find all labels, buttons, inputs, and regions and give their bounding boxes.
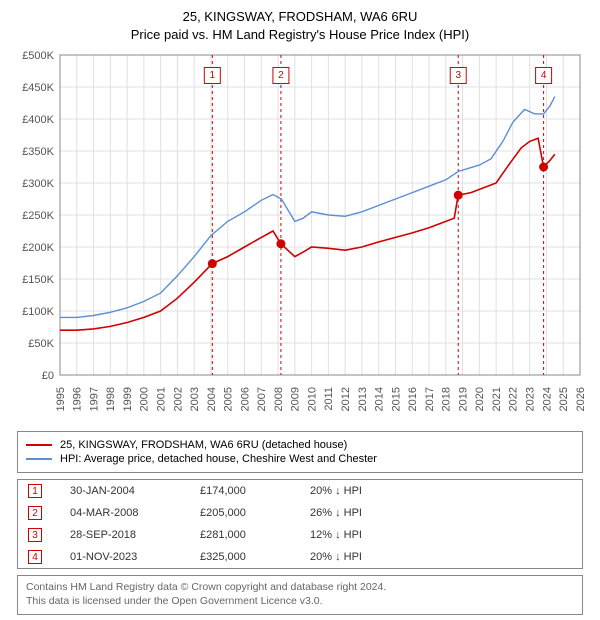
legend-swatch <box>26 458 52 460</box>
sale-point-3 <box>453 191 462 200</box>
sales-date: 01-NOV-2023 <box>70 551 200 563</box>
sales-delta: 20% ↓ HPI <box>310 551 420 563</box>
legend-row: HPI: Average price, detached house, Ches… <box>26 452 574 466</box>
sales-price: £205,000 <box>200 507 310 519</box>
svg-text:£300K: £300K <box>22 178 54 190</box>
sales-date: 28-SEP-2018 <box>70 529 200 541</box>
svg-text:£50K: £50K <box>28 338 54 350</box>
svg-text:2025: 2025 <box>558 387 570 411</box>
svg-text:2015: 2015 <box>390 387 402 411</box>
svg-text:2004: 2004 <box>205 387 217 411</box>
legend-label: 25, KINGSWAY, FRODSHAM, WA6 6RU (detache… <box>60 439 347 451</box>
svg-text:2003: 2003 <box>189 387 201 411</box>
svg-text:2013: 2013 <box>356 387 368 411</box>
svg-text:1998: 1998 <box>105 387 117 411</box>
svg-text:2011: 2011 <box>323 387 335 411</box>
sales-marker: 1 <box>28 484 42 498</box>
legend-swatch <box>26 444 52 446</box>
container: 25, KINGSWAY, FRODSHAM, WA6 6RU Price pa… <box>0 0 600 620</box>
sale-point-2 <box>276 240 285 249</box>
sales-row: 3 28-SEP-2018£281,00012% ↓ HPI <box>18 524 582 546</box>
legend-label: HPI: Average price, detached house, Ches… <box>60 453 377 465</box>
sales-marker: 4 <box>28 550 42 564</box>
sales-row: 4 01-NOV-2023£325,00020% ↓ HPI <box>18 546 582 568</box>
svg-text:2019: 2019 <box>457 387 469 411</box>
svg-text:£500K: £500K <box>22 50 54 62</box>
svg-text:£250K: £250K <box>22 210 54 222</box>
sales-row: 1 30-JAN-2004£174,00020% ↓ HPI <box>18 480 582 502</box>
svg-text:2009: 2009 <box>289 387 301 411</box>
title-line-1: 25, KINGSWAY, FRODSHAM, WA6 6RU <box>10 8 590 26</box>
sale-point-4 <box>539 163 548 172</box>
svg-text:£450K: £450K <box>22 82 54 94</box>
svg-text:2021: 2021 <box>490 387 502 411</box>
svg-text:2020: 2020 <box>474 387 486 411</box>
svg-text:1997: 1997 <box>88 387 100 411</box>
svg-text:£350K: £350K <box>22 146 54 158</box>
sales-row: 2 04-MAR-2008£205,00026% ↓ HPI <box>18 502 582 524</box>
chart-title-block: 25, KINGSWAY, FRODSHAM, WA6 6RU Price pa… <box>10 8 590 44</box>
svg-text:2026: 2026 <box>574 387 586 411</box>
svg-text:1999: 1999 <box>121 387 133 411</box>
sales-delta: 20% ↓ HPI <box>310 485 420 497</box>
sales-delta: 26% ↓ HPI <box>310 507 420 519</box>
svg-text:£200K: £200K <box>22 242 54 254</box>
svg-text:2016: 2016 <box>407 387 419 411</box>
svg-text:4: 4 <box>540 70 546 81</box>
sales-price: £174,000 <box>200 485 310 497</box>
sales-date: 30-JAN-2004 <box>70 485 200 497</box>
footer-line-2: This data is licensed under the Open Gov… <box>26 595 574 609</box>
svg-text:£0: £0 <box>41 370 53 382</box>
svg-text:£100K: £100K <box>22 306 54 318</box>
sales-table: 130-JAN-2004£174,00020% ↓ HPI204-MAR-200… <box>17 479 583 569</box>
svg-text:3: 3 <box>455 70 461 81</box>
footer-box: Contains HM Land Registry data © Crown c… <box>17 575 583 614</box>
title-line-2: Price paid vs. HM Land Registry's House … <box>10 26 590 44</box>
svg-text:1995: 1995 <box>54 387 66 411</box>
legend-box: 25, KINGSWAY, FRODSHAM, WA6 6RU (detache… <box>17 431 583 473</box>
svg-text:2007: 2007 <box>256 387 268 411</box>
sales-price: £281,000 <box>200 529 310 541</box>
svg-text:2006: 2006 <box>239 387 251 411</box>
svg-text:2001: 2001 <box>155 387 167 411</box>
chart-svg: £0 £50K £100K £150K £200K £250K £300K £350K £400… <box>13 50 588 425</box>
sale-point-1 <box>207 260 216 269</box>
sales-delta: 12% ↓ HPI <box>310 529 420 541</box>
svg-text:£150K: £150K <box>22 274 54 286</box>
svg-text:2017: 2017 <box>423 387 435 411</box>
svg-text:2014: 2014 <box>373 387 385 411</box>
svg-text:2005: 2005 <box>222 387 234 411</box>
svg-text:2: 2 <box>278 70 284 81</box>
svg-text:£400K: £400K <box>22 114 54 126</box>
svg-text:2024: 2024 <box>541 387 553 411</box>
svg-text:1: 1 <box>209 70 215 81</box>
chart-area: £0 £50K £100K £150K £200K £250K £300K £350K £400… <box>13 50 588 425</box>
sales-marker: 3 <box>28 528 42 542</box>
sales-date: 04-MAR-2008 <box>70 507 200 519</box>
svg-text:2010: 2010 <box>306 387 318 411</box>
svg-text:2000: 2000 <box>138 387 150 411</box>
sales-marker: 2 <box>28 506 42 520</box>
svg-text:1996: 1996 <box>71 387 83 411</box>
svg-text:2002: 2002 <box>172 387 184 411</box>
sales-price: £325,000 <box>200 551 310 563</box>
svg-text:2018: 2018 <box>440 387 452 411</box>
bottom-section: 25, KINGSWAY, FRODSHAM, WA6 6RU (detache… <box>17 431 583 614</box>
footer-line-1: Contains HM Land Registry data © Crown c… <box>26 581 574 595</box>
svg-text:2008: 2008 <box>272 387 284 411</box>
svg-text:2012: 2012 <box>340 387 352 411</box>
svg-text:2023: 2023 <box>524 387 536 411</box>
svg-text:2022: 2022 <box>507 387 519 411</box>
legend-row: 25, KINGSWAY, FRODSHAM, WA6 6RU (detache… <box>26 438 574 452</box>
